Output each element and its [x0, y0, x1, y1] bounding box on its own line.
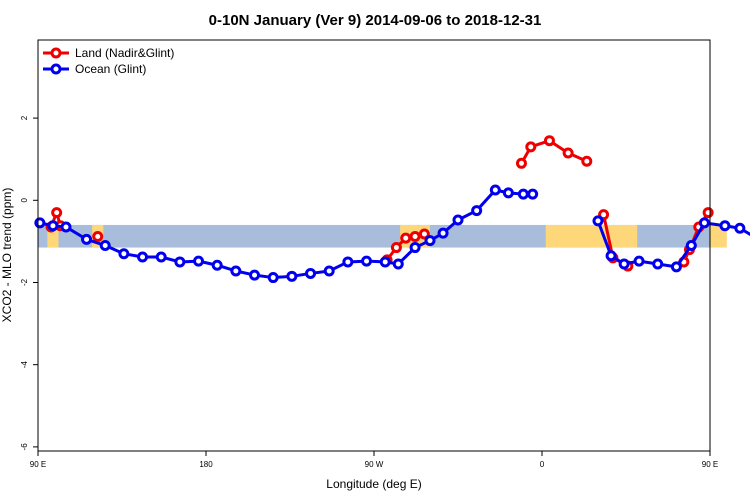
map-band-ocean: [38, 224, 710, 248]
data-point: [51, 207, 63, 219]
data-point: [418, 228, 430, 240]
data-point: [137, 251, 149, 263]
data-point: [81, 233, 93, 245]
data-point: [605, 250, 617, 262]
data-point: [598, 209, 610, 221]
data-point: [34, 217, 46, 229]
data-point: [698, 217, 710, 229]
x-tick-label: 90 E: [30, 460, 46, 469]
data-point: [437, 227, 449, 239]
data-point: [361, 255, 373, 267]
chart-title: 0-10N January (Ver 9) 2014-09-06 to 2018…: [209, 12, 542, 29]
data-point: [400, 232, 412, 244]
data-point: [267, 272, 279, 284]
data-point: [515, 157, 527, 169]
data-point: [390, 242, 402, 254]
data-point: [517, 188, 529, 200]
data-point: [323, 265, 335, 277]
data-point: [527, 188, 539, 200]
data-point: [409, 242, 421, 254]
x-axis: 90 E 180 90 W 0 90 E: [30, 451, 718, 469]
data-point: [286, 270, 298, 282]
series-layer: [34, 135, 750, 284]
data-point: [702, 207, 714, 219]
data-point: [193, 255, 205, 267]
data-point: [734, 222, 746, 234]
data-point: [562, 147, 574, 159]
data-point: [670, 261, 682, 273]
legend-marker: [50, 47, 62, 59]
y-tick-label: 0: [20, 198, 29, 203]
data-point: [409, 230, 421, 242]
data-point: [92, 230, 104, 242]
data-point: [47, 220, 59, 232]
data-point: [618, 258, 630, 270]
y-tick-label: -4: [20, 361, 29, 369]
data-point: [471, 205, 483, 217]
data-point: [633, 255, 645, 267]
map-band-land: [47, 224, 59, 248]
x-tick-label: 0: [540, 460, 545, 469]
y-axis: -6 -4 -2 0 2: [20, 115, 38, 450]
legend-label: Land (Nadir&Glint): [75, 46, 174, 60]
series-ocean: [34, 184, 750, 284]
data-point: [155, 251, 167, 263]
y-tick-label: -2: [20, 278, 29, 286]
data-point: [652, 258, 664, 270]
x-tick-label: 90 E: [702, 460, 718, 469]
data-point: [249, 269, 261, 281]
legend-marker: [50, 63, 62, 75]
y-tick-label: -6: [20, 443, 29, 451]
x-tick-label: 180: [199, 460, 213, 469]
data-point: [211, 259, 223, 271]
data-point: [230, 265, 242, 277]
data-point: [60, 221, 72, 233]
data-point: [719, 220, 731, 232]
data-point: [99, 240, 111, 251]
data-point: [489, 184, 501, 196]
series-land: [45, 135, 714, 272]
data-point: [379, 256, 391, 268]
x-tick-label: 90 W: [365, 460, 384, 469]
legend-label: Ocean (Glint): [75, 62, 146, 76]
data-point: [592, 215, 604, 227]
data-point: [118, 248, 130, 260]
y-axis-label: XCO2 - MLO trend (ppm): [0, 188, 14, 323]
data-point: [581, 155, 593, 167]
data-point: [424, 235, 436, 247]
data-point: [174, 256, 186, 268]
data-point: [685, 240, 697, 251]
data-point: [452, 214, 464, 226]
series-line: [596, 220, 750, 269]
data-point: [543, 135, 555, 147]
map-band-land: [545, 224, 638, 248]
data-point: [342, 256, 354, 268]
x-axis-label: Longitude (deg E): [326, 477, 421, 491]
legend: Land (Nadir&Glint) Ocean (Glint): [43, 46, 174, 76]
data-point: [305, 267, 317, 279]
data-point: [525, 141, 537, 153]
y-tick-label: 2: [20, 115, 29, 120]
data-point: [392, 258, 404, 270]
data-point: [502, 187, 514, 199]
